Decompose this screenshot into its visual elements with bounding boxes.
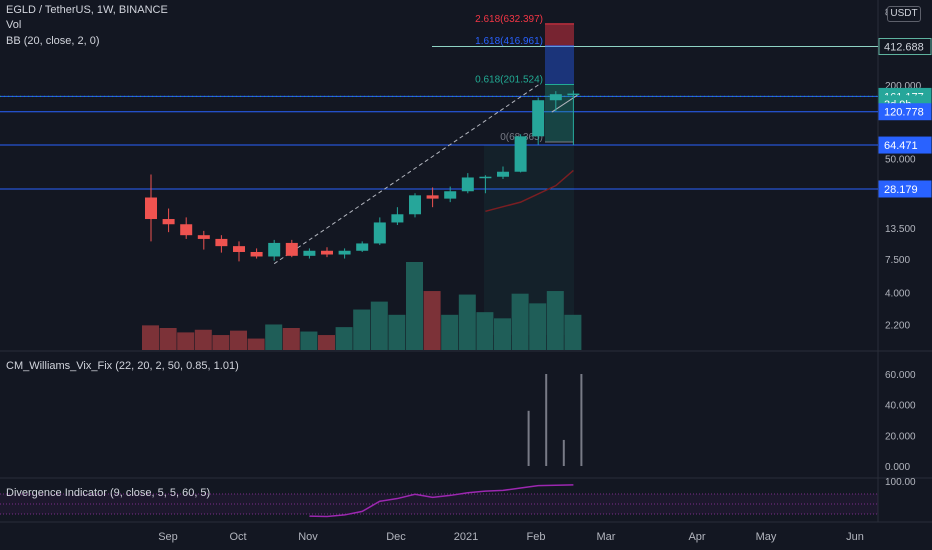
fib-level-label: 1.618(416.961) xyxy=(475,36,543,47)
price-axis-tick: 200.000 xyxy=(885,81,922,92)
candle-body[interactable] xyxy=(338,250,351,255)
time-axis-label: Oct xyxy=(229,531,246,543)
candle-body[interactable] xyxy=(479,176,492,179)
candle-body[interactable] xyxy=(197,235,210,239)
trend-line[interactable] xyxy=(273,83,541,265)
price-axis-tick: 7.500 xyxy=(885,255,910,266)
fib-zone-1618 xyxy=(545,45,574,85)
price-label-box xyxy=(878,103,932,121)
volume-bar xyxy=(318,335,335,350)
price-axis-tick: 13.500 xyxy=(885,224,916,235)
time-axis-label: Sep xyxy=(158,531,178,543)
candle-body[interactable] xyxy=(250,251,263,257)
symbol-legend[interactable]: EGLD / TetherUS, 1W, BINANCE xyxy=(6,4,168,16)
volume-bar xyxy=(353,309,371,350)
candle-body[interactable] xyxy=(497,171,509,177)
candle-body[interactable] xyxy=(233,246,245,252)
divergence-axis-tick: 100.00 xyxy=(885,477,916,488)
volume-bar xyxy=(300,331,318,350)
candle-body[interactable] xyxy=(162,219,175,225)
price-label: 64.471 xyxy=(884,140,918,152)
candle-body[interactable] xyxy=(356,243,369,251)
bollinger-basis-line xyxy=(485,169,574,213)
candle-body[interactable] xyxy=(180,224,193,236)
volume-bar xyxy=(564,314,582,350)
candle-body[interactable] xyxy=(285,242,298,256)
bollinger-legend[interactable]: BB (20, close, 2, 0) xyxy=(6,35,100,47)
candle-body[interactable] xyxy=(145,197,157,220)
vix-legend[interactable]: CM_Williams_Vix_Fix (22, 20, 2, 50, 0.85… xyxy=(6,360,239,372)
candle-body[interactable] xyxy=(514,136,527,172)
volume-bar xyxy=(406,262,423,350)
volume-bar xyxy=(212,335,230,350)
price-label: 28.179 xyxy=(884,184,918,196)
time-axis-label: May xyxy=(756,531,777,543)
volume-bar xyxy=(388,314,406,350)
volume-legend[interactable]: Vol xyxy=(6,19,22,31)
price-label: 120.778 xyxy=(884,107,924,119)
vix-axis-tick: 20.000 xyxy=(885,431,916,442)
volume-bar xyxy=(494,318,511,350)
volume-bar xyxy=(370,301,388,350)
price-axis-tick: 2.200 xyxy=(885,320,910,331)
candle-body[interactable] xyxy=(303,250,316,256)
candle-body[interactable] xyxy=(426,195,439,199)
volume-bar xyxy=(247,338,265,350)
price-label: 412.688 xyxy=(884,42,924,54)
vix-axis-tick: 0.000 xyxy=(885,462,910,473)
price-label-box xyxy=(878,136,932,154)
volume-bar xyxy=(177,332,195,350)
fib-zone-2618 xyxy=(545,23,574,46)
price-label-box xyxy=(878,180,932,198)
time-axis-label: Dec xyxy=(386,531,406,543)
volume-bar xyxy=(423,291,441,350)
time-axis-label: Feb xyxy=(527,531,546,543)
candle-body[interactable] xyxy=(321,250,333,255)
candle-body[interactable] xyxy=(215,238,228,247)
time-axis-label: Nov xyxy=(298,531,318,543)
volume-bar xyxy=(159,328,177,350)
volume-bar xyxy=(265,324,283,350)
volume-bar xyxy=(476,312,494,350)
volume-bar xyxy=(511,293,529,350)
price-axis-tick: 4.000 xyxy=(885,289,910,300)
candle-body[interactable] xyxy=(373,222,386,244)
candle-body[interactable] xyxy=(268,242,281,257)
time-axis-label: Jun xyxy=(846,531,864,543)
volume-bar xyxy=(282,328,300,350)
candle-body[interactable] xyxy=(444,191,457,199)
time-axis-label: Apr xyxy=(688,531,705,543)
volume-bar xyxy=(458,294,476,350)
price-label-box xyxy=(878,38,932,56)
fib-level-label: 2.618(632.397) xyxy=(475,14,543,25)
volume-bar xyxy=(142,325,159,350)
candle-body[interactable] xyxy=(391,214,404,223)
currency-button[interactable]: USDT xyxy=(887,6,921,22)
fib-zone-0618 xyxy=(545,84,574,142)
divergence-line xyxy=(309,484,574,518)
vix-axis-tick: 40.000 xyxy=(885,401,916,412)
volume-bar xyxy=(230,330,247,350)
vix-axis-tick: 60.000 xyxy=(885,370,916,381)
volume-bar xyxy=(335,327,353,350)
price-axis-tick: 50.000 xyxy=(885,155,916,166)
volume-bar xyxy=(546,291,564,350)
volume-bar xyxy=(194,329,212,350)
divergence-legend[interactable]: Divergence Indicator (9, close, 5, 5, 60… xyxy=(6,487,211,499)
candle-body[interactable] xyxy=(549,94,562,101)
time-axis-label: 2021 xyxy=(454,531,478,543)
candle-body[interactable] xyxy=(409,195,421,215)
time-axis-label: Mar xyxy=(597,531,616,543)
volume-bar xyxy=(529,303,547,350)
candle-body[interactable] xyxy=(461,177,474,192)
fib-level-label: 0.618(201.524) xyxy=(475,75,543,86)
candle-body[interactable] xyxy=(532,100,545,137)
volume-bar xyxy=(441,314,459,350)
candle-body[interactable] xyxy=(567,93,580,96)
